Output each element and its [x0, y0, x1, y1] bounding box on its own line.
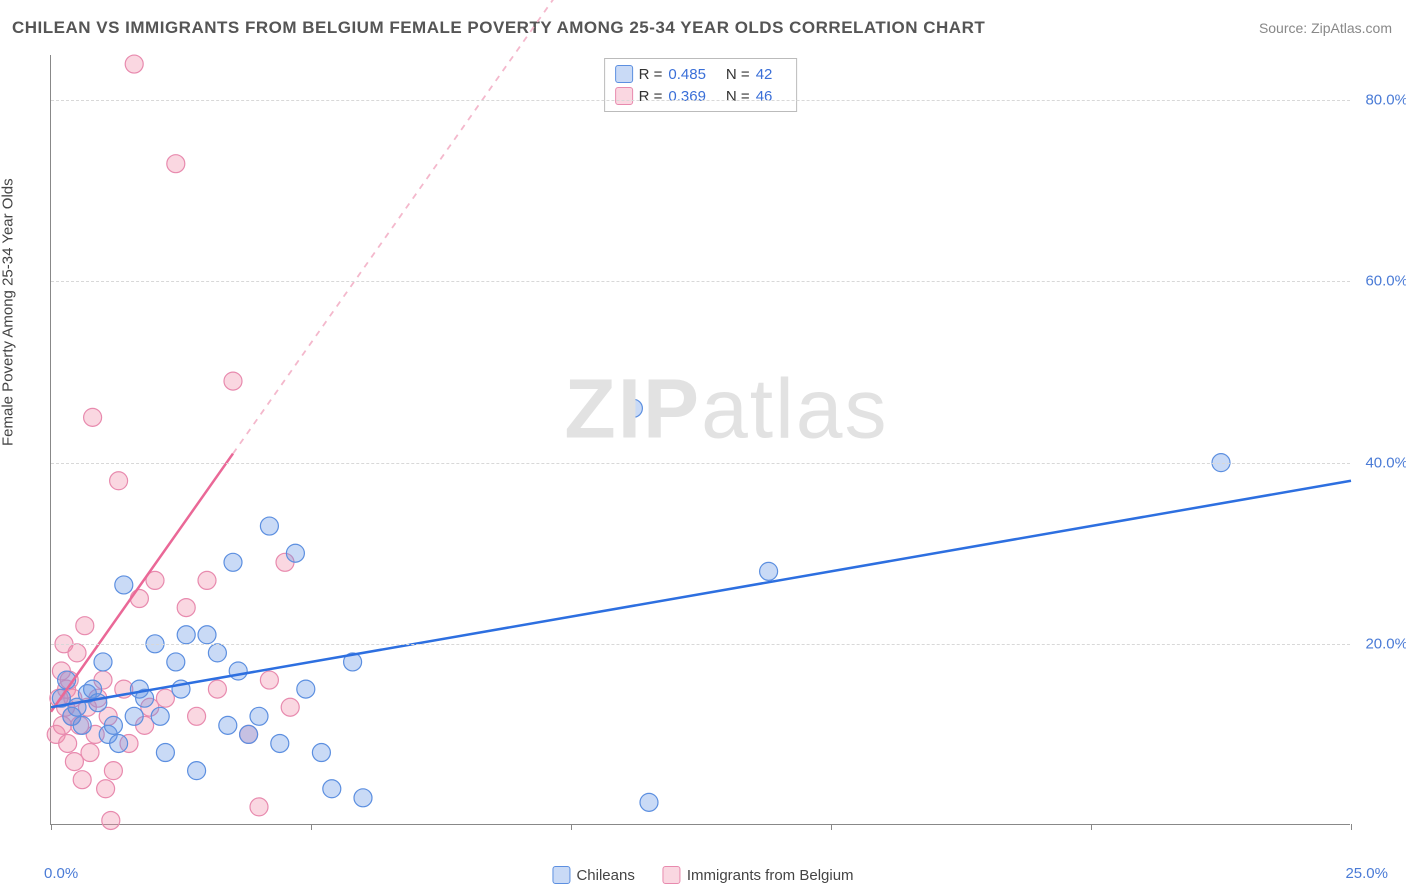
y-tick-label: 80.0%	[1365, 92, 1406, 109]
scatter-point-blue	[104, 716, 122, 734]
swatch-pink-icon	[615, 87, 633, 105]
x-tick	[51, 824, 52, 830]
scatter-point-pink	[125, 55, 143, 73]
stat-row-blue: R = 0.485 N = 42	[615, 63, 787, 85]
stat-n-label: N =	[726, 66, 750, 83]
chart-container: CHILEAN VS IMMIGRANTS FROM BELGIUM FEMAL…	[0, 0, 1406, 892]
scatter-point-blue	[624, 399, 642, 417]
scatter-point-pink	[97, 780, 115, 798]
stat-legend: R = 0.485 N = 42 R = 0.369 N = 46	[604, 58, 798, 112]
scatter-point-pink	[198, 571, 216, 589]
trendline-pink-dashed	[233, 0, 597, 454]
x-tick	[1351, 824, 1352, 830]
trendline-blue	[51, 481, 1351, 707]
scatter-point-pink	[68, 644, 86, 662]
scatter-point-pink	[76, 617, 94, 635]
scatter-point-pink	[84, 408, 102, 426]
swatch-blue-icon	[615, 65, 633, 83]
gridline	[51, 100, 1350, 101]
scatter-point-pink	[224, 372, 242, 390]
scatter-point-blue	[224, 553, 242, 571]
scatter-point-blue	[208, 644, 226, 662]
y-tick-label: 40.0%	[1365, 454, 1406, 471]
x-tick	[1091, 824, 1092, 830]
scatter-point-pink	[260, 671, 278, 689]
scatter-point-blue	[73, 716, 91, 734]
scatter-point-pink	[104, 762, 122, 780]
scatter-point-pink	[177, 599, 195, 617]
legend-swatch-pink-icon	[663, 866, 681, 884]
scatter-point-blue	[115, 576, 133, 594]
scatter-point-blue	[151, 707, 169, 725]
stat-r-label: R =	[639, 66, 663, 83]
x-tick	[831, 824, 832, 830]
scatter-point-blue	[229, 662, 247, 680]
scatter-point-pink	[167, 155, 185, 173]
stat-r-pink: 0.369	[668, 88, 706, 105]
x-tick	[311, 824, 312, 830]
scatter-point-pink	[281, 698, 299, 716]
legend-item-pink: Immigrants from Belgium	[663, 866, 854, 884]
stat-r-label-2: R =	[639, 88, 663, 105]
scatter-point-blue	[110, 734, 128, 752]
scatter-point-blue	[94, 653, 112, 671]
scatter-point-blue	[156, 744, 174, 762]
y-tick-label: 20.0%	[1365, 635, 1406, 652]
gridline	[51, 281, 1350, 282]
x-axis-max-label: 25.0%	[1345, 865, 1388, 882]
legend-item-blue: Chileans	[552, 866, 634, 884]
scatter-point-pink	[59, 734, 77, 752]
stat-n-blue: 42	[756, 66, 773, 83]
legend-label-pink: Immigrants from Belgium	[687, 867, 854, 884]
scatter-point-blue	[125, 707, 143, 725]
legend-label-blue: Chileans	[576, 867, 634, 884]
scatter-point-blue	[260, 517, 278, 535]
scatter-point-pink	[188, 707, 206, 725]
scatter-point-pink	[156, 689, 174, 707]
stat-n-label-2: N =	[726, 88, 750, 105]
scatter-point-pink	[73, 771, 91, 789]
scatter-point-blue	[198, 626, 216, 644]
x-axis-min-label: 0.0%	[44, 865, 78, 882]
scatter-point-pink	[102, 811, 120, 829]
scatter-point-blue	[312, 744, 330, 762]
scatter-point-blue	[89, 694, 107, 712]
scatter-point-blue	[297, 680, 315, 698]
scatter-point-blue	[188, 762, 206, 780]
stat-r-blue: 0.485	[668, 66, 706, 83]
scatter-point-blue	[177, 626, 195, 644]
scatter-point-blue	[354, 789, 372, 807]
scatter-point-blue	[167, 653, 185, 671]
scatter-point-pink	[81, 744, 99, 762]
scatter-point-blue	[219, 716, 237, 734]
scatter-point-blue	[760, 562, 778, 580]
scatter-point-blue	[286, 544, 304, 562]
gridline	[51, 644, 1350, 645]
scatter-point-blue	[271, 734, 289, 752]
scatter-point-blue	[250, 707, 268, 725]
source-label: Source: ZipAtlas.com	[1259, 20, 1392, 36]
legend-swatch-blue-icon	[552, 866, 570, 884]
stat-row-pink: R = 0.369 N = 46	[615, 85, 787, 107]
scatter-point-pink	[110, 472, 128, 490]
scatter-point-pink	[65, 753, 83, 771]
y-tick-label: 60.0%	[1365, 273, 1406, 290]
plot-svg	[51, 55, 1350, 824]
scatter-point-pink	[208, 680, 226, 698]
x-tick	[571, 824, 572, 830]
stat-n-pink: 46	[756, 88, 773, 105]
gridline	[51, 463, 1350, 464]
bottom-legend: Chileans Immigrants from Belgium	[552, 866, 853, 884]
scatter-point-blue	[640, 793, 658, 811]
y-axis-title: Female Poverty Among 25-34 Year Olds	[0, 178, 17, 446]
scatter-point-blue	[240, 725, 258, 743]
plot-area: R = 0.485 N = 42 R = 0.369 N = 46 ZIPatl…	[50, 55, 1350, 825]
scatter-point-blue	[323, 780, 341, 798]
chart-title: CHILEAN VS IMMIGRANTS FROM BELGIUM FEMAL…	[12, 18, 985, 38]
scatter-point-pink	[250, 798, 268, 816]
scatter-point-pink	[130, 590, 148, 608]
